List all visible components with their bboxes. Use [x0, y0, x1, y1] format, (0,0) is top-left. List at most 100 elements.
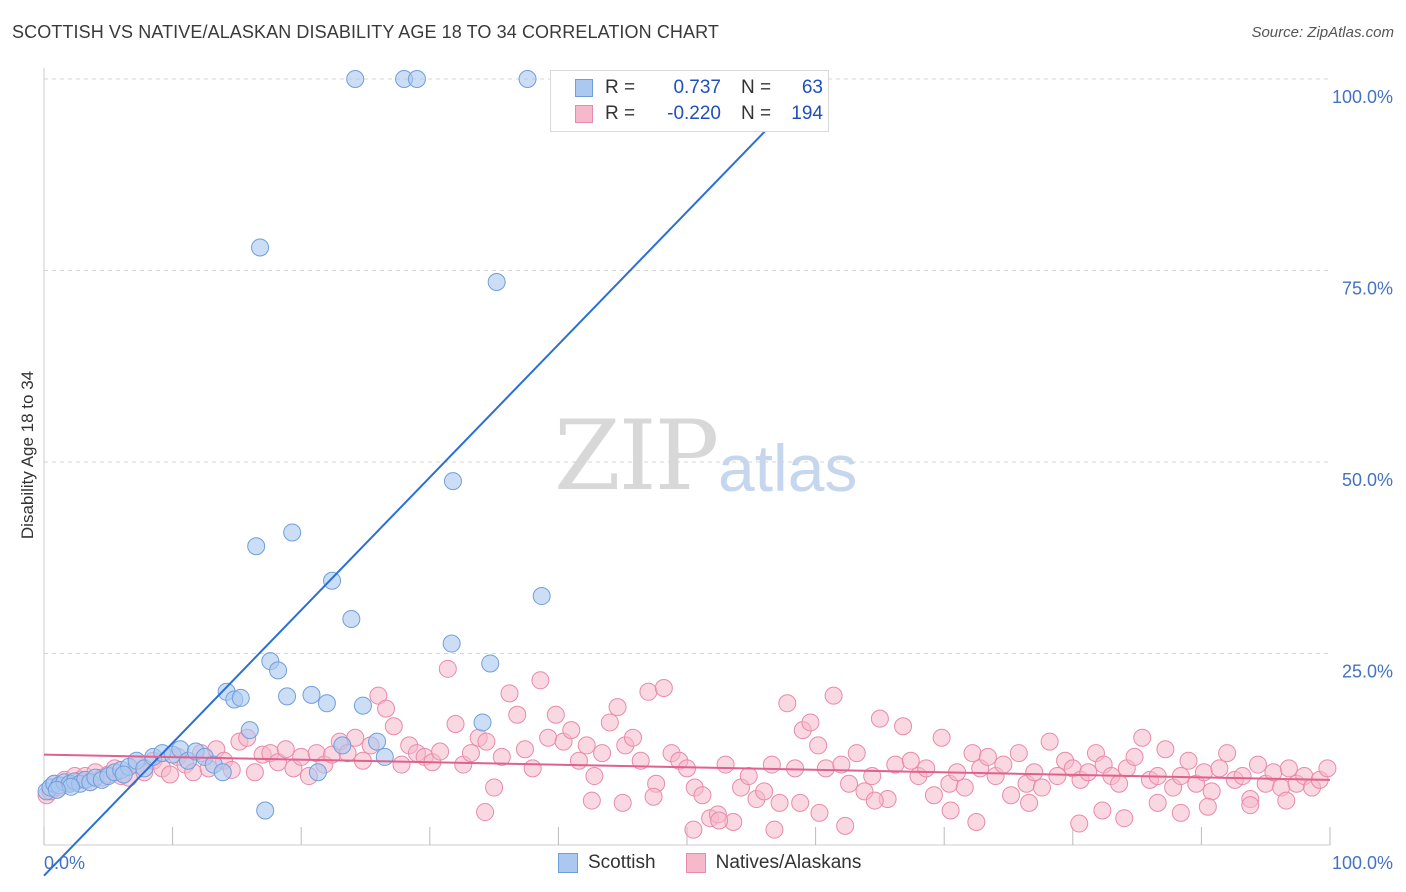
- native-point: [539, 728, 558, 747]
- native-point: [276, 740, 295, 759]
- scottish-point: [518, 70, 537, 88]
- scottish-point: [375, 747, 394, 766]
- scottish-point: [342, 610, 361, 629]
- scottish-point: [473, 713, 492, 732]
- native-point: [1171, 803, 1190, 822]
- y-tick-label: 100.0%: [1332, 87, 1393, 107]
- scottish-legend-swatch: [558, 853, 578, 873]
- native-point: [600, 713, 619, 732]
- native-point: [967, 813, 986, 832]
- native-point: [392, 755, 411, 774]
- legend-item-native[interactable]: Natives/Alaskans: [685, 852, 861, 874]
- chart-title: SCOTTISH VS NATIVE/ALASKAN DISABILITY AG…: [12, 22, 720, 42]
- legend-item-scottish[interactable]: Scottish: [558, 852, 656, 874]
- scottish-point: [487, 272, 506, 291]
- native-point: [593, 744, 612, 763]
- native-point: [585, 767, 604, 786]
- scottish-point: [481, 654, 500, 673]
- native-point: [684, 820, 703, 839]
- native-point: [832, 755, 851, 774]
- scottish-point: [532, 587, 551, 606]
- series-legend: Scottish Natives/Alaskans: [558, 852, 891, 874]
- r-label: R =: [605, 77, 636, 98]
- native-point: [613, 793, 632, 812]
- native-point: [1241, 796, 1260, 815]
- native-point: [1210, 759, 1229, 778]
- native-point: [161, 765, 180, 784]
- native-point: [1156, 740, 1175, 759]
- scottish-points: [37, 70, 828, 820]
- native-point: [994, 755, 1013, 774]
- n-value: 63: [801, 77, 823, 98]
- native-point: [917, 759, 936, 778]
- native-point: [431, 742, 450, 761]
- scottish-point: [317, 694, 336, 713]
- native-legend-swatch: [685, 853, 706, 873]
- native-point: [1002, 786, 1021, 805]
- native-point: [678, 759, 696, 778]
- native-point: [810, 803, 829, 822]
- r-value: 0.737: [673, 77, 721, 98]
- native-point: [500, 684, 519, 703]
- native-point: [1115, 809, 1134, 828]
- native-point: [1233, 767, 1252, 786]
- native-point: [801, 713, 820, 732]
- native-point: [639, 682, 658, 701]
- native-point: [1133, 728, 1152, 747]
- native-point: [847, 744, 866, 763]
- native-point: [765, 820, 784, 839]
- native-point: [824, 686, 843, 705]
- native-point: [710, 811, 729, 830]
- native-point: [924, 786, 943, 805]
- native-point: [716, 755, 735, 774]
- native-point: [1277, 791, 1296, 810]
- native-point: [1009, 744, 1028, 763]
- scottish-point: [283, 523, 302, 542]
- native-point: [1048, 767, 1067, 786]
- native-point: [770, 793, 789, 812]
- native-point: [791, 793, 810, 812]
- native-point: [809, 736, 828, 755]
- native-points: [37, 659, 1337, 839]
- native-point: [1202, 782, 1221, 801]
- axes: [43, 68, 1331, 846]
- native-point: [461, 744, 480, 763]
- native-point: [1020, 793, 1039, 812]
- native-point: [438, 659, 457, 678]
- native-point: [577, 736, 596, 755]
- native-point: [870, 709, 889, 728]
- native-point: [631, 751, 650, 770]
- native-swatch: [575, 105, 593, 123]
- scottish-point: [231, 688, 250, 707]
- n-value: 194: [791, 103, 823, 124]
- native-point: [978, 747, 997, 766]
- native-point: [778, 694, 797, 713]
- scottish-point: [407, 70, 426, 88]
- native-point: [384, 717, 403, 736]
- scottish-point: [251, 238, 270, 257]
- native-point: [693, 786, 712, 805]
- native-point: [1070, 814, 1089, 833]
- scottish-trend-line: [43, 78, 817, 877]
- scottish-point: [443, 472, 462, 491]
- native-point: [1179, 751, 1198, 770]
- x-tick-label: 100.0%: [1332, 853, 1393, 873]
- native-point: [292, 747, 311, 766]
- y-tick-label: 25.0%: [1342, 662, 1393, 682]
- native-trend-line: [43, 753, 1331, 781]
- native-point: [1032, 778, 1051, 797]
- scottish-point: [333, 736, 352, 755]
- scottish-point: [442, 634, 461, 653]
- n-label: N =: [741, 103, 772, 124]
- native-point: [546, 705, 565, 724]
- native-point: [531, 671, 550, 690]
- y-tick-label: 50.0%: [1342, 470, 1393, 490]
- scottish-point: [256, 801, 275, 820]
- native-point: [245, 763, 264, 782]
- native-point: [508, 705, 527, 724]
- native-point: [901, 751, 920, 770]
- native-point: [1248, 755, 1267, 774]
- native-point: [608, 698, 627, 717]
- legend-row-scottish: R = 0.737 N = 63: [575, 77, 823, 99]
